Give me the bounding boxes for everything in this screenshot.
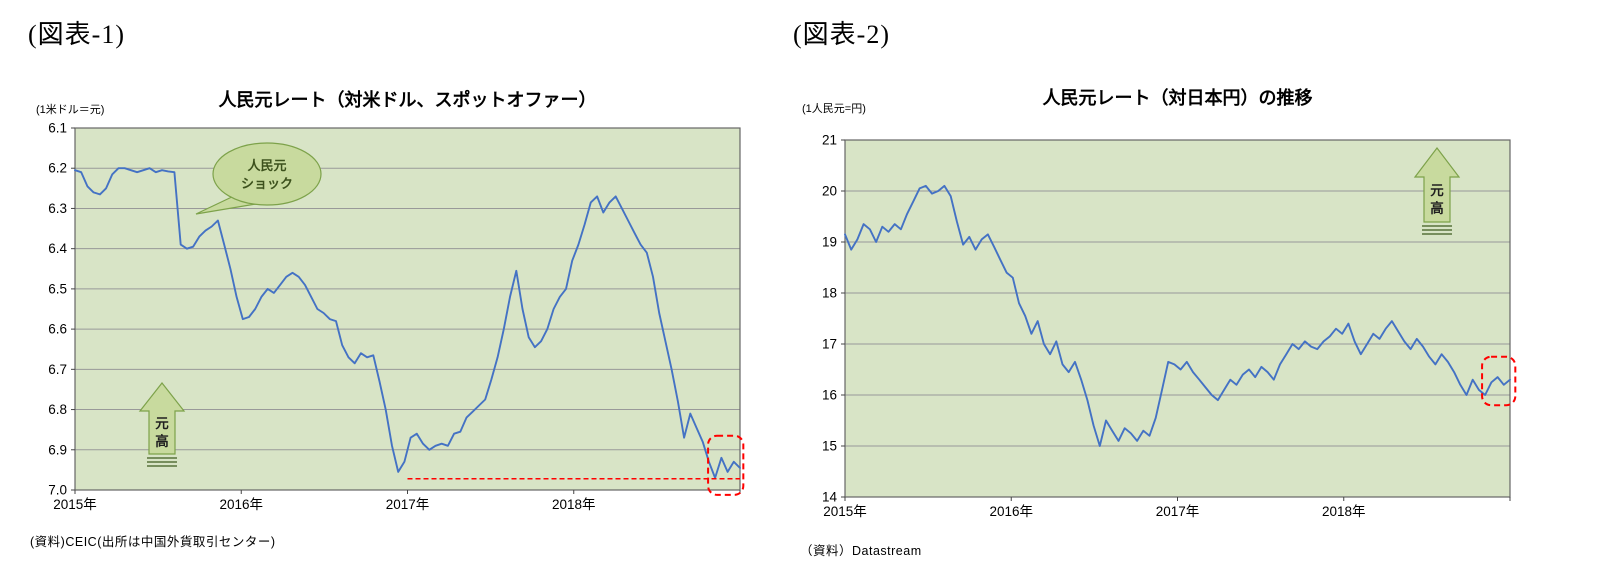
y-tick-label: 6.6 [48,322,67,337]
arrow-text-char2: 高 [1430,200,1444,216]
x-tick-label: 2016年 [989,504,1033,519]
y-tick-label: 20 [822,184,837,199]
arrow-text-char1: 元 [1430,183,1444,198]
x-tick-label: 2018年 [1322,504,1366,519]
x-tick-label: 2015年 [53,497,97,512]
plot-area [845,140,1510,497]
highlight-box [1481,355,1517,407]
x-tick-label: 2018年 [552,497,596,512]
chart1-source: (資料)CEIC(出所は中国外貨取引センター) [30,535,276,549]
y-tick-label: 21 [822,133,837,148]
highlight-box [707,434,745,496]
y-tick-label: 6.3 [48,201,67,216]
y-tick-label: 15 [822,439,837,454]
arrow-text-char2: 高 [155,433,169,449]
y-tick-label: 18 [822,286,837,301]
y-tick-label: 16 [822,388,837,403]
y-tick-label: 6.8 [48,402,67,417]
shock-callout-bubble: 人民元 ショック [195,142,322,215]
chart2-source: （資料）Datastream [800,544,922,558]
arrow-shape [1413,147,1461,223]
figure2-label: (図表-2) [793,20,890,49]
series-line [844,184,1511,447]
series-line [74,167,741,479]
figure1-label: (図表-1) [28,20,125,49]
x-tick-label: 2017年 [386,497,430,512]
arrow-shape [138,382,186,455]
x-tick-label: 2015年 [823,504,867,519]
x-tick-label: 2017年 [1156,504,1200,519]
callout-text-line1: 人民元 [247,158,286,173]
y-tick-label: 6.1 [48,121,67,136]
y-tick-label: 6.5 [48,281,67,296]
y-tick-label: 14 [822,490,838,505]
chart2-unit-label: (1人民元=円) [802,103,866,115]
arrow-text-char1: 元 [155,416,169,431]
y-tick-label: 6.2 [48,161,67,176]
plot-area [75,128,740,490]
yuan-strength-up-arrow-icon: 元 高 [138,382,186,467]
y-tick-label: 6.7 [48,362,67,377]
callout-text-line2: ショック [241,176,293,191]
y-tick-label: 19 [822,235,837,250]
y-tick-label: 6.4 [48,241,67,256]
chart1-title: 人民元レート（対米ドル、スポットオファー） [218,90,597,110]
x-tick-label: 2016年 [219,497,263,512]
yuan-strength-up-arrow-icon: 元 高 [1413,147,1461,235]
chart1-unit-label: (1米ドル＝元) [36,104,105,116]
y-tick-label: 6.9 [48,442,67,457]
y-tick-label: 7.0 [48,483,67,498]
y-tick-label: 17 [822,337,837,352]
callout-ellipse [212,142,322,206]
chart2-title: 人民元レート（対日本円）の推移 [1042,88,1313,108]
